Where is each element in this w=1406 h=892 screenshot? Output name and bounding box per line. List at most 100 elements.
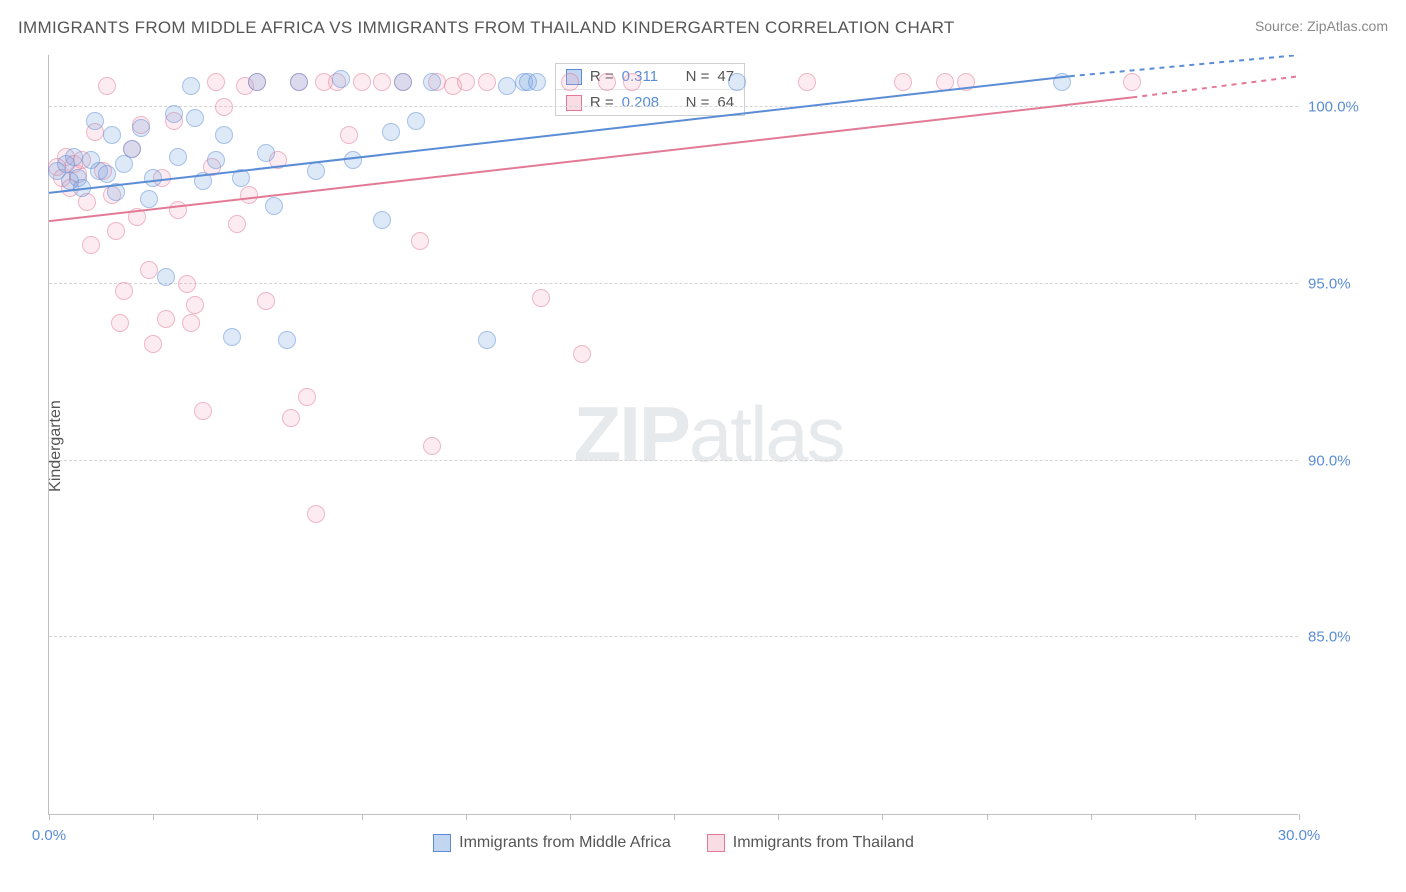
scatter-point bbox=[98, 77, 116, 95]
scatter-point bbox=[157, 268, 175, 286]
scatter-point bbox=[298, 388, 316, 406]
gridline-h bbox=[49, 283, 1298, 284]
bottom-legend: Immigrants from Middle AfricaImmigrants … bbox=[49, 834, 1298, 852]
scatter-point bbox=[532, 289, 550, 307]
scatter-point bbox=[798, 73, 816, 91]
gridline-h bbox=[49, 636, 1298, 637]
plot-area: ZIPatlas R =0.311N =47R =0.208N =64 Immi… bbox=[48, 55, 1298, 815]
x-tick-mark bbox=[153, 814, 154, 820]
scatter-point bbox=[394, 73, 412, 91]
scatter-point bbox=[307, 162, 325, 180]
scatter-point bbox=[411, 232, 429, 250]
scatter-point bbox=[353, 73, 371, 91]
stats-legend-box: R =0.311N =47 R = 0.208 N = 64 bbox=[555, 63, 745, 116]
x-tick-mark bbox=[987, 814, 988, 820]
scatter-point bbox=[128, 208, 146, 226]
scatter-point bbox=[169, 201, 187, 219]
scatter-point bbox=[290, 73, 308, 91]
scatter-point bbox=[98, 165, 116, 183]
x-tick-mark bbox=[674, 814, 675, 820]
scatter-point bbox=[478, 331, 496, 349]
legend-swatch bbox=[566, 95, 582, 111]
scatter-point bbox=[478, 73, 496, 91]
scatter-point bbox=[107, 222, 125, 240]
scatter-point bbox=[103, 126, 121, 144]
n-value: 64 bbox=[717, 94, 734, 111]
y-tick-label: 85.0% bbox=[1308, 629, 1378, 646]
scatter-point bbox=[957, 73, 975, 91]
stats-row: R = 0.208 N = 64 bbox=[556, 89, 744, 115]
scatter-point bbox=[165, 105, 183, 123]
scatter-point bbox=[248, 73, 266, 91]
scatter-point bbox=[240, 186, 258, 204]
stats-row: R =0.311N =47 bbox=[556, 64, 744, 89]
scatter-point bbox=[223, 328, 241, 346]
scatter-point bbox=[894, 73, 912, 91]
scatter-point bbox=[936, 73, 954, 91]
scatter-point bbox=[178, 275, 196, 293]
scatter-point bbox=[728, 73, 746, 91]
legend-item: Immigrants from Thailand bbox=[707, 834, 914, 852]
scatter-point bbox=[373, 211, 391, 229]
x-tick-mark bbox=[778, 814, 779, 820]
x-tick-mark bbox=[257, 814, 258, 820]
scatter-point bbox=[140, 261, 158, 279]
n-label: N = bbox=[686, 94, 710, 111]
scatter-point bbox=[423, 73, 441, 91]
scatter-point bbox=[123, 140, 141, 158]
scatter-point bbox=[144, 169, 162, 187]
scatter-point bbox=[498, 77, 516, 95]
gridline-h bbox=[49, 106, 1298, 107]
scatter-point bbox=[307, 505, 325, 523]
scatter-point bbox=[111, 314, 129, 332]
scatter-point bbox=[194, 402, 212, 420]
x-tick-mark bbox=[882, 814, 883, 820]
scatter-point bbox=[194, 172, 212, 190]
scatter-point bbox=[73, 179, 91, 197]
r-label: R = bbox=[590, 94, 614, 111]
scatter-point bbox=[86, 112, 104, 130]
scatter-point bbox=[561, 73, 579, 91]
scatter-point bbox=[107, 183, 125, 201]
scatter-point bbox=[340, 126, 358, 144]
r-value: 0.208 bbox=[622, 94, 672, 111]
scatter-point bbox=[1053, 73, 1071, 91]
scatter-point bbox=[423, 437, 441, 455]
scatter-point bbox=[332, 70, 350, 88]
chart-title: IMMIGRANTS FROM MIDDLE AFRICA VS IMMIGRA… bbox=[18, 18, 955, 38]
y-tick-label: 90.0% bbox=[1308, 452, 1378, 469]
watermark: ZIPatlas bbox=[574, 389, 844, 480]
scatter-point bbox=[407, 112, 425, 130]
scatter-point bbox=[215, 98, 233, 116]
scatter-point bbox=[1123, 73, 1141, 91]
scatter-point bbox=[215, 126, 233, 144]
scatter-point bbox=[528, 73, 546, 91]
y-tick-label: 95.0% bbox=[1308, 275, 1378, 292]
scatter-point bbox=[207, 151, 225, 169]
x-tick-mark bbox=[1195, 814, 1196, 820]
x-tick-mark bbox=[1091, 814, 1092, 820]
scatter-point bbox=[573, 345, 591, 363]
x-tick-mark bbox=[570, 814, 571, 820]
x-tick-mark bbox=[1299, 814, 1300, 820]
scatter-point bbox=[282, 409, 300, 427]
legend-swatch bbox=[707, 834, 725, 852]
scatter-point bbox=[457, 73, 475, 91]
legend-label: Immigrants from Thailand bbox=[733, 834, 914, 852]
scatter-point bbox=[182, 314, 200, 332]
source-label: Source: ZipAtlas.com bbox=[1255, 18, 1388, 34]
scatter-point bbox=[623, 73, 641, 91]
scatter-point bbox=[157, 310, 175, 328]
scatter-point bbox=[207, 73, 225, 91]
scatter-point bbox=[598, 73, 616, 91]
scatter-point bbox=[265, 197, 283, 215]
scatter-point bbox=[169, 148, 187, 166]
y-tick-label: 100.0% bbox=[1308, 99, 1378, 116]
watermark-bold: ZIP bbox=[574, 390, 689, 478]
scatter-point bbox=[232, 169, 250, 187]
scatter-point bbox=[140, 190, 158, 208]
n-label: N = bbox=[686, 68, 710, 85]
scatter-point bbox=[132, 119, 150, 137]
watermark-rest: atlas bbox=[689, 390, 844, 478]
scatter-point bbox=[382, 123, 400, 141]
